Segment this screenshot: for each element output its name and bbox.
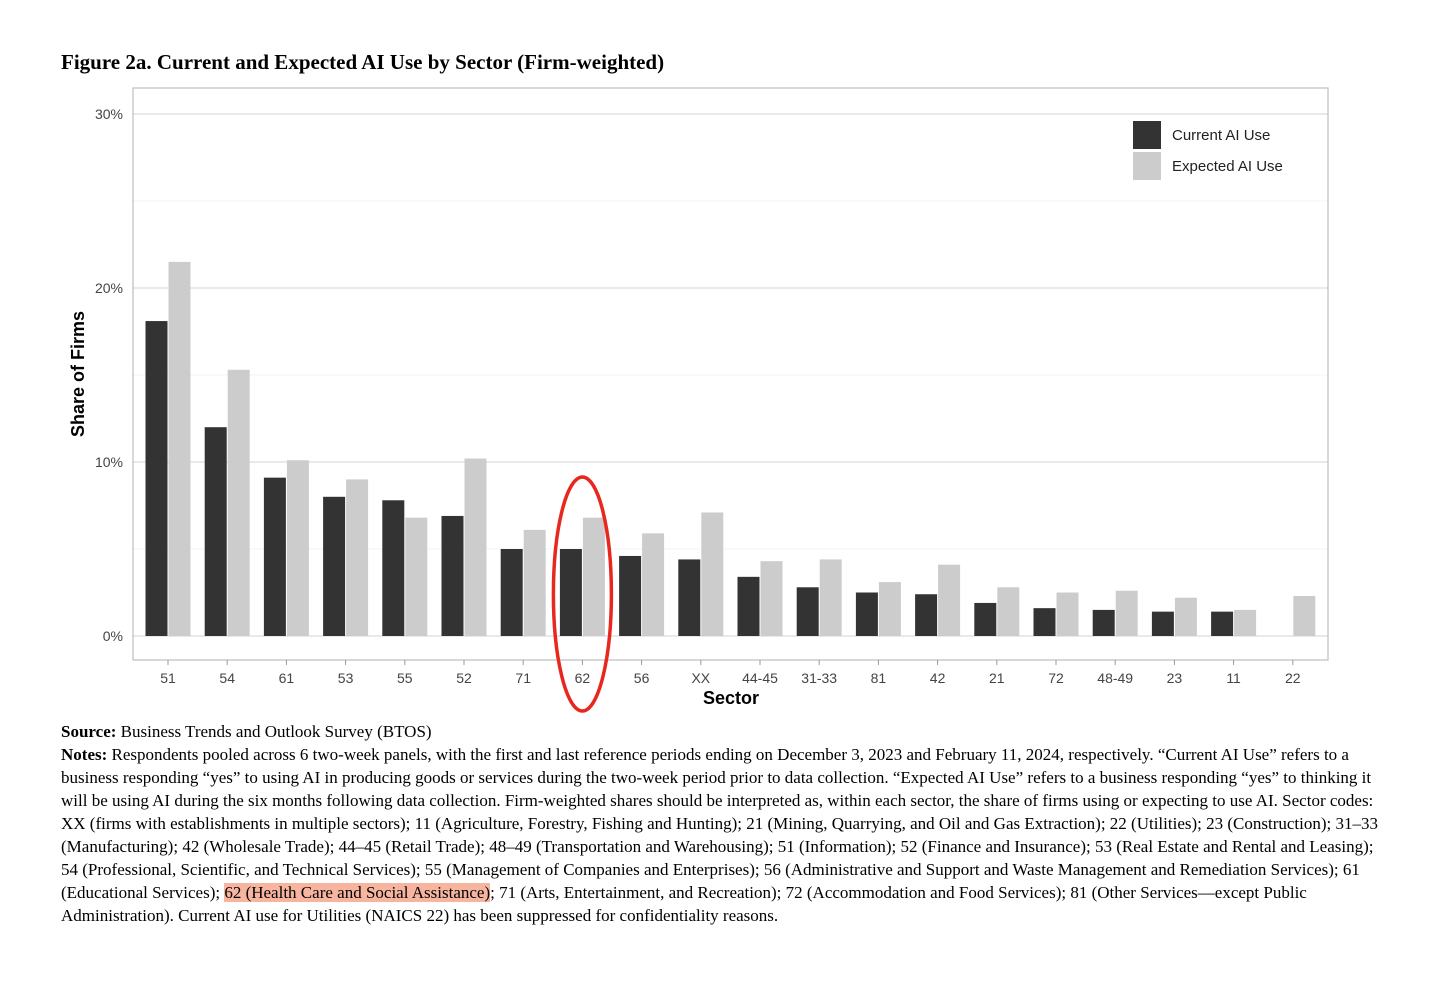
y-tick-label: 20% xyxy=(95,280,123,296)
figure-title: Figure 2a. Current and Expected AI Use b… xyxy=(61,50,665,74)
bar-expected-21 xyxy=(997,587,1020,636)
notes-text-2: ; 71 (Arts, Entertainment, and Recreatio… xyxy=(61,883,1307,925)
legend-label-expected: Expected AI Use xyxy=(1172,158,1283,175)
bar-current-55 xyxy=(382,500,405,636)
legend-swatch-expected xyxy=(1133,152,1161,180)
x-tick-label: 55 xyxy=(397,670,413,686)
bar-expected-61 xyxy=(286,460,309,636)
gridlines xyxy=(133,113,1328,637)
bar-current-71 xyxy=(500,549,523,636)
plot-panel-border xyxy=(132,87,1329,661)
x-tick-label: 61 xyxy=(279,670,295,686)
bar-expected-55 xyxy=(405,517,428,636)
y-axis-label: Share of Firms xyxy=(68,311,88,437)
y-tick-label: 0% xyxy=(103,628,123,644)
bar-expected-11 xyxy=(1234,609,1257,636)
bar-expected-72 xyxy=(1056,592,1079,636)
x-tick-label: 52 xyxy=(456,670,472,686)
source-text: Business Trends and Outlook Survey (BTOS… xyxy=(116,722,432,741)
x-tick-label: 42 xyxy=(930,670,946,686)
x-tick-label: 54 xyxy=(219,670,235,686)
bar-current-51 xyxy=(145,321,168,636)
bar-expected-48-49 xyxy=(1115,590,1138,636)
source-label: Source: xyxy=(61,722,117,741)
bar-expected-56 xyxy=(642,533,665,636)
highlighted-sector-62: 62 (Health Care and Social Assistance) xyxy=(224,883,491,902)
bar-current-81 xyxy=(855,592,878,636)
bars xyxy=(145,261,1316,636)
bar-current-XX xyxy=(678,559,701,636)
bar-current-53 xyxy=(323,496,346,636)
y-tick-label: 10% xyxy=(95,454,123,470)
legend-label-current: Current AI Use xyxy=(1172,127,1270,144)
bar-current-42 xyxy=(915,594,938,636)
x-tick-label: XX xyxy=(691,670,710,686)
legend-swatch-current xyxy=(1133,121,1161,149)
annotations xyxy=(551,475,614,713)
bar-expected-71 xyxy=(523,529,546,636)
notes-text-1: Respondents pooled across 6 two-week pan… xyxy=(61,745,1378,902)
bar-expected-23 xyxy=(1174,597,1197,636)
x-tick-label: 31-33 xyxy=(801,670,837,686)
source-line: Source: Business Trends and Outlook Surv… xyxy=(61,720,1391,743)
bar-expected-22 xyxy=(1293,595,1316,636)
bar-current-54 xyxy=(204,427,227,636)
bar-current-11 xyxy=(1211,611,1234,636)
notes-label: Notes: xyxy=(61,745,108,764)
x-tick-label: 81 xyxy=(871,670,887,686)
bar-current-62 xyxy=(559,549,582,636)
bar-expected-52 xyxy=(464,458,487,636)
y-axis-ticks: 0% 10% 20% 30% xyxy=(95,106,123,644)
bar-current-56 xyxy=(619,555,642,636)
x-tick-label: 21 xyxy=(989,670,1005,686)
bar-expected-62 xyxy=(582,517,605,636)
x-tick-label: 53 xyxy=(338,670,354,686)
bar-current-48-49 xyxy=(1092,609,1115,636)
bar-current-44-45 xyxy=(737,576,760,636)
bar-expected-42 xyxy=(938,564,961,636)
bar-chart: 0% 10% 20% 30% 51 54 61 53 55 52 71 62 56 XX 44-45 31-… xyxy=(68,87,1329,713)
bar-current-21 xyxy=(974,602,997,636)
x-axis-label: Sector xyxy=(703,688,759,708)
source-notes: Source: Business Trends and Outlook Surv… xyxy=(61,720,1391,927)
x-tick-label: 48-49 xyxy=(1097,670,1133,686)
x-tick-label: 23 xyxy=(1167,670,1183,686)
bar-current-31-33 xyxy=(796,587,819,636)
x-tick-label: 44-45 xyxy=(742,670,778,686)
x-tick-label: 62 xyxy=(575,670,591,686)
x-tick-label: 22 xyxy=(1285,670,1301,686)
x-tick-label: 51 xyxy=(160,670,176,686)
bar-current-52 xyxy=(441,515,464,636)
bar-current-72 xyxy=(1033,608,1056,636)
bar-expected-53 xyxy=(346,479,369,636)
x-tick-label: 11 xyxy=(1226,670,1241,686)
y-tick-label: 30% xyxy=(95,106,123,122)
bar-expected-31-33 xyxy=(819,559,842,636)
x-tick-label: 56 xyxy=(634,670,650,686)
highlight-ellipse xyxy=(551,475,614,713)
x-tick-label: 71 xyxy=(515,670,531,686)
bar-expected-44-45 xyxy=(760,561,783,636)
bar-current-23 xyxy=(1151,611,1174,636)
x-tick-label: 72 xyxy=(1048,670,1064,686)
x-axis-ticks: 51 54 61 53 55 52 71 62 56 XX 44-45 31-33 81 42 21 72 48… xyxy=(160,660,1301,686)
bar-expected-XX xyxy=(701,512,724,636)
bar-current-61 xyxy=(263,477,286,636)
bar-expected-81 xyxy=(878,582,901,636)
bar-expected-51 xyxy=(168,261,191,636)
notes-paragraph: Notes: Respondents pooled across 6 two-w… xyxy=(61,743,1391,927)
bar-expected-54 xyxy=(227,369,250,636)
legend: Current AI Use Expected AI Use xyxy=(1133,121,1283,180)
